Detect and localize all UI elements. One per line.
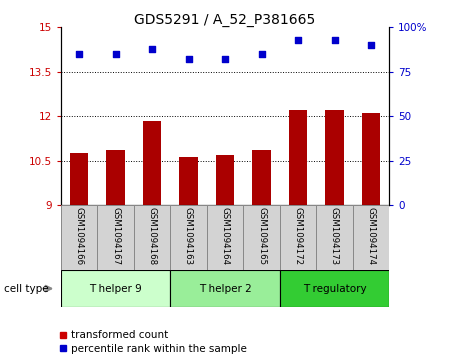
Bar (289, 110, 307, 205)
Bar (207, 205, 243, 270)
Legend: transformed count, percentile rank within the sample: transformed count, percentile rank withi… (55, 326, 252, 358)
Bar (243, 205, 280, 270)
Bar (325, 110, 344, 205)
Bar (61, 205, 97, 270)
Text: GSM1094164: GSM1094164 (220, 207, 230, 265)
Text: T regulatory: T regulatory (303, 284, 366, 294)
Point (185, 56, 192, 62)
Bar (143, 121, 161, 205)
Text: GSM1094168: GSM1094168 (148, 207, 157, 265)
Point (112, 51, 119, 57)
Bar (106, 150, 125, 205)
Text: cell type: cell type (4, 284, 49, 294)
Bar (353, 205, 389, 270)
Point (148, 46, 156, 52)
Point (367, 42, 374, 48)
Text: GSM1094172: GSM1094172 (293, 207, 302, 265)
Bar (180, 157, 198, 205)
Point (76, 51, 83, 57)
Bar (97, 205, 134, 270)
Bar (134, 205, 170, 270)
Text: GDS5291 / A_52_P381665: GDS5291 / A_52_P381665 (135, 13, 315, 27)
Bar (252, 150, 270, 205)
Point (331, 37, 338, 42)
Text: GSM1094174: GSM1094174 (366, 207, 375, 265)
Bar (216, 155, 234, 205)
Text: GSM1094163: GSM1094163 (184, 207, 193, 265)
Text: T helper 2: T helper 2 (198, 284, 252, 294)
Bar (280, 270, 389, 307)
Bar (362, 113, 380, 205)
Text: GSM1094166: GSM1094166 (75, 207, 84, 265)
Text: T helper 9: T helper 9 (89, 284, 142, 294)
Bar (70, 153, 88, 205)
Point (221, 56, 229, 62)
Point (294, 37, 302, 42)
Text: GSM1094167: GSM1094167 (111, 207, 120, 265)
Bar (280, 205, 316, 270)
Bar (170, 205, 207, 270)
Bar (170, 270, 280, 307)
Text: GSM1094165: GSM1094165 (257, 207, 266, 265)
Point (258, 51, 265, 57)
Text: GSM1094173: GSM1094173 (330, 207, 339, 265)
Bar (61, 270, 170, 307)
Bar (316, 205, 353, 270)
